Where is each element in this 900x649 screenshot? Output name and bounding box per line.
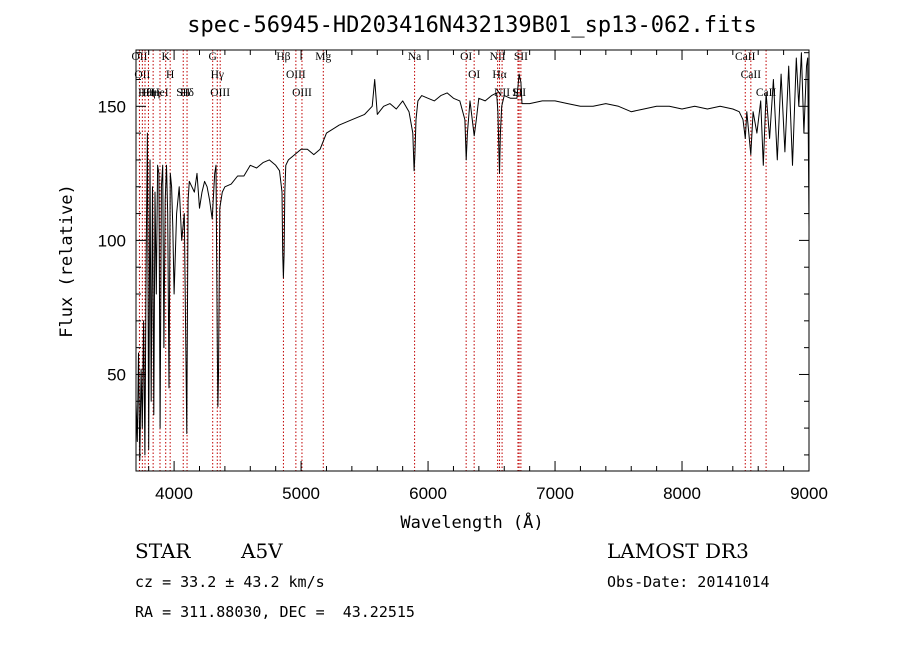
line-marker-label: OI (468, 69, 480, 81)
survey-name: LAMOST DR3 (607, 539, 749, 563)
line-marker-label: HeI (151, 87, 168, 99)
line-marker-label: SII (512, 87, 526, 99)
line-marker-label: Hη (141, 87, 155, 99)
spectrum-series (135, 52, 810, 461)
y-tick-label: 150 (98, 97, 126, 116)
line-markers: OIIOIIHθHηHηHeIKHSIIHδGHγOIIIHβOIIIOIIIM… (131, 50, 776, 471)
x-tick-label: 9000 (790, 484, 828, 503)
x-axis-ticks: 4000 5000 6000 7000 8000 9000 (148, 50, 828, 503)
x-tick-label: 8000 (663, 484, 701, 503)
line-marker-label: Hα (492, 69, 506, 81)
line-marker-label: CaII (741, 69, 762, 81)
x-tick-label: 7000 (536, 484, 574, 503)
line-marker-label: K (162, 51, 171, 63)
line-marker-label: Mg (315, 51, 331, 63)
line-marker-label: OIII (292, 87, 312, 99)
line-marker-label: Na (408, 51, 421, 63)
observation-date: Obs-Date: 20141014 (607, 573, 770, 591)
line-marker-label: OIII (210, 87, 230, 99)
y-tick-label: 50 (107, 365, 126, 384)
line-marker-label: Hγ (211, 69, 224, 81)
object-class: STAR (135, 539, 191, 563)
line-marker-label: SII (514, 51, 528, 63)
line-marker-label: CaII (735, 51, 756, 63)
redshift-velocity: cz = 33.2 ± 43.2 km/s (135, 573, 325, 591)
line-marker-label: Hβ (276, 51, 290, 63)
line-marker-label: OII (131, 51, 147, 63)
line-marker-label: OI (460, 51, 472, 63)
y-axis-label: Flux (relative) (57, 184, 77, 338)
line-marker-label: Li (513, 87, 523, 99)
line-marker-label: Hη (146, 87, 160, 99)
y-axis-ticks: 50 100 150 (98, 52, 809, 456)
coordinates: RA = 311.88030, DEC = 43.22515 (135, 603, 415, 621)
line-marker-label: H (166, 69, 174, 81)
x-axis-label: Wavelength (Å) (400, 511, 543, 533)
plot-frame (135, 49, 810, 472)
y-tick-label: 100 (98, 231, 126, 250)
line-marker-label: NII (490, 51, 506, 63)
line-marker-label: OII (134, 69, 150, 81)
line-marker-label: G (209, 51, 217, 63)
x-tick-label: 6000 (409, 484, 447, 503)
spectral-subclass: A5V (241, 539, 283, 563)
spectrum-line (135, 52, 810, 461)
line-marker-label: Hδ (180, 87, 194, 99)
x-tick-label: 4000 (155, 484, 193, 503)
line-marker-label: OIII (286, 69, 306, 81)
x-tick-label: 5000 (282, 484, 320, 503)
chart-title: spec-56945-HD203416N432139B01_sp13-062.f… (187, 13, 757, 38)
